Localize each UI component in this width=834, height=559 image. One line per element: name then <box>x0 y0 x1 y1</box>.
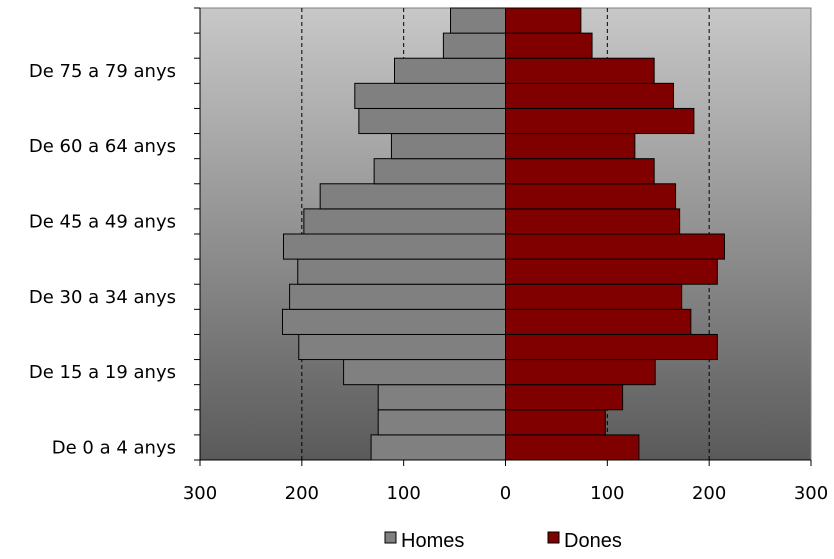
bar-homes <box>390 133 506 160</box>
homes-legend-swatch <box>384 531 397 544</box>
bar-dones <box>505 308 692 335</box>
bar-dones <box>505 208 681 235</box>
legend: Homes Dones <box>384 530 622 552</box>
y-tick-label: De 15 a 19 anys <box>29 362 176 383</box>
bar-homes <box>450 7 507 34</box>
bar-dones <box>505 233 725 260</box>
legend-label: Dones <box>564 530 622 552</box>
y-tick-label: De 30 a 34 anys <box>29 287 176 308</box>
bar-dones <box>505 333 718 361</box>
x-tick-label: 300 <box>183 483 217 504</box>
x-tick-label: 100 <box>386 483 420 504</box>
bar-dones <box>505 82 675 109</box>
bar-homes <box>358 107 506 135</box>
bar-dones <box>505 359 656 386</box>
x-tick-label: 200 <box>692 483 726 504</box>
dones-legend-swatch <box>547 531 560 544</box>
bar-homes <box>297 258 507 285</box>
bar-homes <box>442 32 506 59</box>
legend-label: Homes <box>401 530 464 552</box>
bar-dones <box>505 32 593 59</box>
x-tick-label: 100 <box>590 483 624 504</box>
bar-dones <box>505 158 655 185</box>
bar-homes <box>377 384 507 411</box>
bar-homes <box>319 183 506 210</box>
x-tick-label: 200 <box>285 483 319 504</box>
bar-homes <box>283 233 506 260</box>
bar-dones <box>505 384 624 411</box>
bar-dones <box>505 57 655 84</box>
bar-homes <box>303 208 506 235</box>
bar-dones <box>505 183 677 210</box>
bar-dones <box>505 434 640 461</box>
bar-dones <box>505 133 636 160</box>
bar-homes <box>370 434 506 461</box>
bar-homes <box>373 158 507 185</box>
bar-homes <box>354 82 506 109</box>
x-tick-label: 300 <box>794 483 828 504</box>
bar-homes <box>289 283 507 310</box>
bars <box>281 7 725 461</box>
bar-dones <box>505 409 606 436</box>
y-tick-label: De 60 a 64 anys <box>29 136 176 157</box>
bar-dones <box>505 107 695 135</box>
x-tick-label: 0 <box>500 483 511 504</box>
bar-dones <box>505 258 718 285</box>
axes: 300 200 100 0 100 200 300 De 0 a 4 anys De 15 a … <box>29 7 828 504</box>
y-tick-label: De 0 a 4 anys <box>52 437 176 458</box>
bar-homes <box>377 409 507 436</box>
y-tick-label: De 45 a 49 anys <box>29 211 176 232</box>
bar-homes <box>281 308 506 335</box>
bar-homes <box>394 57 507 84</box>
bar-dones <box>505 7 582 34</box>
bar-homes <box>343 359 506 386</box>
bar-dones <box>505 283 683 310</box>
bar-homes <box>298 333 506 361</box>
y-tick-label: De 75 a 79 anys <box>29 61 176 82</box>
